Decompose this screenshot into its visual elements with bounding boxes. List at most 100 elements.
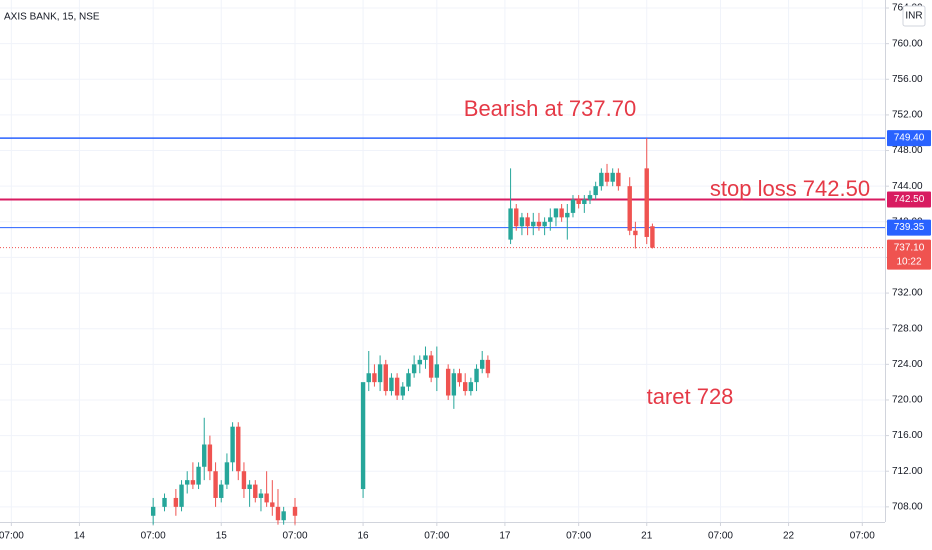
candle-body — [468, 382, 474, 392]
price-label: 749.40 — [894, 133, 925, 144]
candle-body — [230, 426, 235, 463]
currency-label: INR — [905, 11, 922, 22]
candle-body — [462, 382, 468, 392]
price-label: 739.35 — [894, 222, 925, 233]
candle-body — [360, 382, 366, 490]
candle-body — [406, 373, 411, 387]
candle-body — [253, 484, 258, 498]
price-label: 742.50 — [894, 194, 925, 205]
y-tick-label: 712.00 — [892, 466, 923, 477]
price-label-box — [887, 239, 931, 270]
candle-body — [179, 484, 184, 507]
candle-body — [542, 221, 547, 227]
price-label-box — [887, 219, 931, 236]
candle-body — [400, 386, 405, 396]
candle-body — [582, 199, 587, 204]
y-tick-label: 716.00 — [892, 430, 923, 441]
candle-body — [548, 217, 553, 222]
candle-body — [258, 493, 264, 498]
x-tick-label: 07:00 — [708, 531, 733, 542]
candle-body — [190, 480, 196, 485]
annotation: taret 728 — [647, 384, 734, 409]
x-tick-label: 21 — [641, 531, 653, 542]
candle-body — [508, 208, 513, 240]
candle-body — [173, 497, 179, 507]
candle-body — [587, 195, 593, 200]
candle-body — [485, 359, 491, 374]
x-tick-label: 07:00 — [850, 531, 875, 542]
y-tick-label: 760.00 — [892, 38, 923, 49]
candle-body — [150, 506, 156, 516]
candle-body — [519, 217, 525, 227]
x-tick-label: 07:00 — [0, 531, 24, 542]
candle-body — [372, 373, 377, 383]
candle-body — [292, 506, 298, 516]
candle-body — [236, 426, 241, 472]
candle-body — [428, 355, 434, 378]
candle-body — [553, 208, 559, 218]
candle-body — [275, 506, 281, 521]
x-tick-label: 14 — [74, 531, 86, 542]
candle-body — [525, 217, 530, 227]
countdown-label: 10:22 — [896, 256, 921, 267]
candle-body — [196, 466, 201, 485]
candle-body — [536, 221, 542, 227]
candle-body — [423, 355, 428, 360]
annotation: Bearish at 737.70 — [464, 96, 636, 121]
candle-body — [610, 172, 615, 182]
candle-body — [270, 502, 275, 507]
y-tick-label: 724.00 — [892, 359, 923, 370]
candle-body — [480, 359, 485, 369]
candle-body — [570, 199, 576, 213]
candle-body — [366, 373, 371, 383]
x-tick-label: 16 — [358, 531, 370, 542]
candle-body — [434, 364, 440, 378]
candle-body — [264, 493, 269, 503]
price-label-box — [887, 191, 931, 208]
candle-body — [604, 172, 610, 182]
candle-body — [247, 484, 252, 490]
y-tick-label: 744.00 — [892, 181, 923, 192]
candle-body — [411, 364, 417, 374]
candle-body — [224, 462, 230, 485]
candle-body — [474, 368, 479, 383]
candle-body — [593, 186, 598, 196]
y-tick-label: 720.00 — [892, 395, 923, 406]
candle-body — [281, 511, 286, 521]
candle-body — [576, 199, 581, 204]
candle-body — [445, 368, 451, 396]
chart-title: AXIS BANK, 15, NSE — [4, 12, 100, 23]
x-tick-label: 07:00 — [141, 531, 166, 542]
y-tick-label: 732.00 — [892, 288, 923, 299]
y-tick-label: 708.00 — [892, 501, 923, 512]
candle-body — [377, 364, 383, 383]
candle-body — [559, 208, 564, 218]
candle-body — [394, 377, 400, 396]
y-tick-label: 752.00 — [892, 110, 923, 121]
candle-body — [457, 373, 462, 383]
x-tick-label: 15 — [216, 531, 228, 542]
candle-body — [616, 172, 621, 187]
x-tick-label: 07:00 — [566, 531, 591, 542]
candle-body — [389, 377, 394, 392]
price-label: 737.10 — [894, 242, 925, 253]
candle-body — [185, 480, 190, 485]
y-tick-label: 748.00 — [892, 145, 923, 156]
candle-body — [202, 444, 207, 467]
x-tick-label: 07:00 — [424, 531, 449, 542]
y-tick-label: 728.00 — [892, 323, 923, 334]
price-label-box — [887, 130, 931, 147]
candle-body — [627, 186, 632, 231]
candle-body — [565, 212, 570, 218]
candle-body — [514, 208, 519, 227]
x-tick-label: 17 — [499, 531, 511, 542]
annotation: stop loss 742.50 — [710, 176, 870, 201]
candle-body — [213, 471, 218, 498]
candle-body — [417, 359, 423, 365]
x-tick-label: 07:00 — [282, 531, 307, 542]
candle-body — [650, 226, 655, 248]
candle-body — [383, 364, 388, 392]
candle-body — [207, 444, 213, 472]
